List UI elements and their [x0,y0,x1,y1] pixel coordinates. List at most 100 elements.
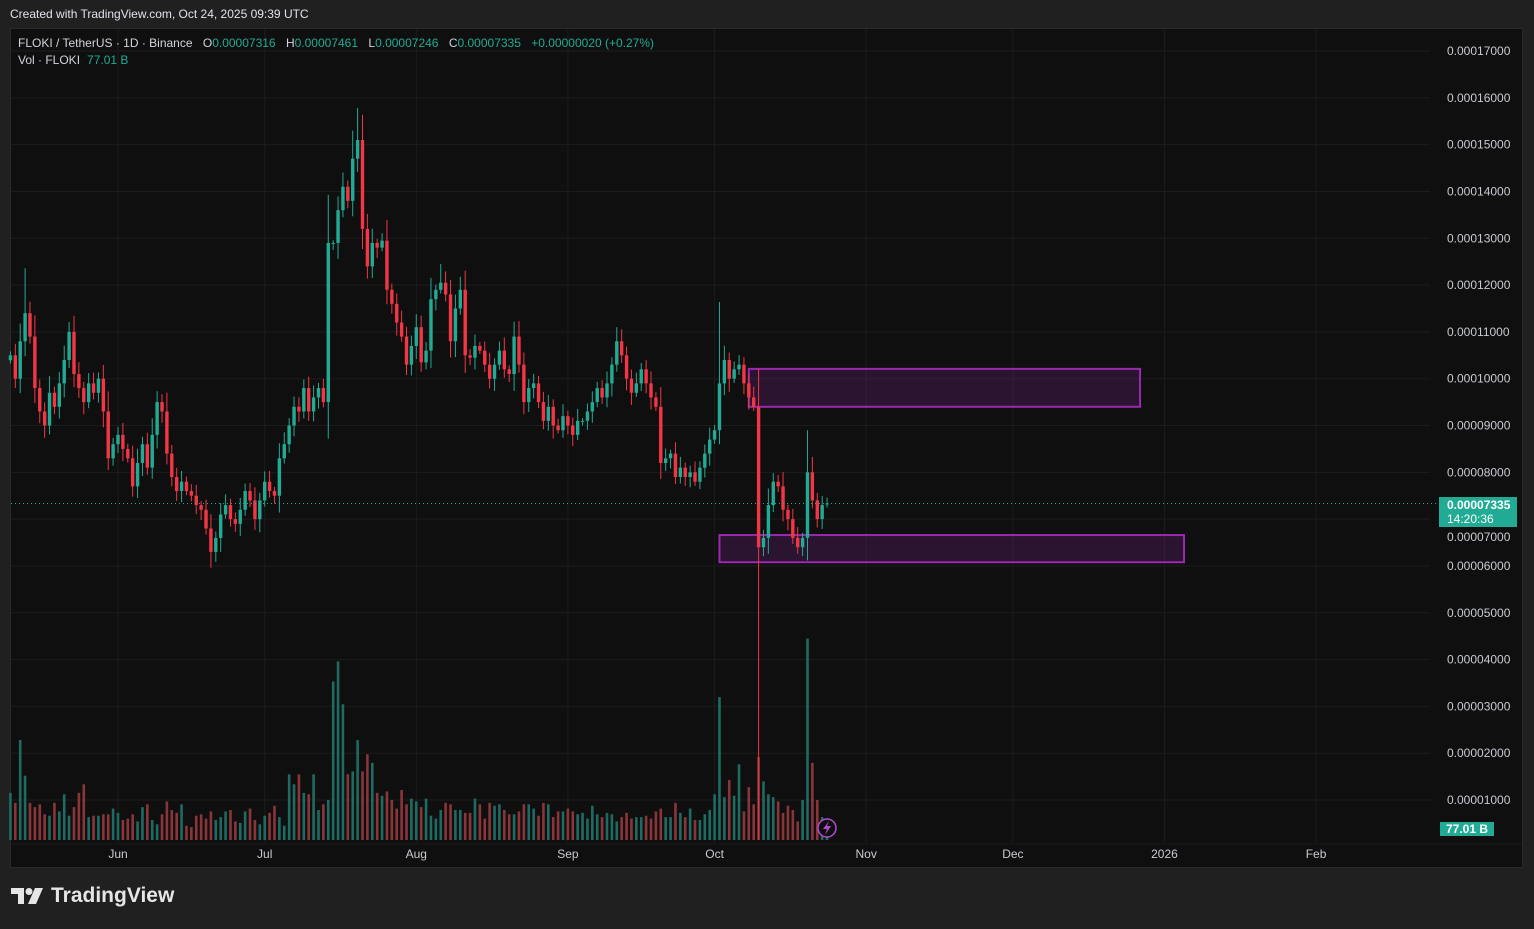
rectangle-zones [718,367,1186,564]
candle-body [228,505,233,520]
candle-body [267,481,272,492]
candle-body [566,416,570,426]
volume-bar [576,814,579,840]
candle-body [668,453,673,459]
candle-body [810,472,815,501]
volume-label[interactable]: Vol · FLOKI [18,53,81,67]
candle [492,358,497,391]
volume-bar [718,697,721,840]
candle [263,471,267,507]
candle [409,335,414,376]
volume-bar [38,804,42,840]
candle [703,444,707,478]
time-tick-label: Sep [557,847,579,861]
volume-bar [488,802,491,840]
candle-body [766,505,771,538]
volume-bar [703,814,707,840]
candle [766,488,771,554]
volume-bar [33,807,37,840]
candle [101,364,106,428]
time-tick-label: Dec [1002,847,1023,861]
volume-bar [141,807,144,840]
candle-body [722,359,727,384]
candle [311,385,316,422]
volume-bar [796,821,800,840]
volume-bar [767,794,770,840]
volume-bar [58,811,61,840]
candle-body [370,242,374,267]
volume-bar [229,810,232,840]
candle-body [360,139,365,229]
rectangle-zone[interactable] [747,367,1142,408]
candlesticks [8,108,829,840]
candle-body [263,481,267,501]
rectangle-zone[interactable] [718,534,1186,564]
candle-body [282,444,286,459]
candle [698,461,702,490]
candle-body [67,331,71,360]
candle-body [316,388,321,398]
candle-body [287,425,291,445]
candle [336,196,340,259]
volume-bar [483,818,487,840]
volume-bar [92,815,95,840]
candle [62,345,66,398]
candle-body [145,444,150,468]
high-label: H [285,36,295,50]
candle [575,408,580,441]
candle-body [189,491,194,496]
candle [38,379,42,424]
candle-body [28,313,32,337]
volume-bar [62,794,66,840]
price-tick-label: 0.00009000 [1447,419,1511,433]
candle-body [747,383,751,398]
candle-body [473,345,477,358]
candle [629,369,634,405]
candle-body [659,406,663,463]
candle-body [541,402,546,421]
volume-bar [674,802,677,840]
candle-body [155,402,159,435]
candle [517,321,521,373]
chart-panel[interactable] [10,28,1523,868]
candle-body [654,397,658,407]
candle [776,474,780,492]
price-tick-label: 0.00004000 [1447,653,1511,667]
volume-bar [87,817,90,840]
candle-body [727,359,731,379]
candle-body [336,210,340,243]
volume-bar [429,815,433,840]
candle-body [42,411,47,426]
volume-bar [635,817,638,840]
volume-bar [43,814,46,840]
lightning-icon[interactable] [817,818,837,838]
candle [512,321,516,391]
candle [126,443,130,463]
candle-body [18,341,22,379]
tradingview-logo[interactable]: TradingView [11,884,174,908]
candle-body [184,481,189,492]
volume-bar [723,797,726,840]
volume-bar [473,798,477,840]
candle [316,382,321,409]
volume-bar [385,791,389,840]
candle [747,374,751,410]
candle [209,514,213,568]
candle [820,495,824,529]
volume-bar [454,810,457,840]
volume-bar [639,817,643,840]
candle [463,270,467,374]
time-tick-label: Nov [855,847,876,861]
symbol-legend: FLOKI / TetherUS · 1D · Binance O0.00007… [18,35,661,69]
candle [42,402,47,438]
candle-body [663,458,668,463]
volume-bars [9,638,829,840]
symbol-title[interactable]: FLOKI / TetherUS · 1D · Binance [18,36,193,50]
time-tick-label: Aug [406,847,427,861]
candle-body [771,481,775,506]
candle [634,372,639,397]
candle [683,462,687,486]
candle-body [126,448,130,459]
candle [170,444,174,487]
